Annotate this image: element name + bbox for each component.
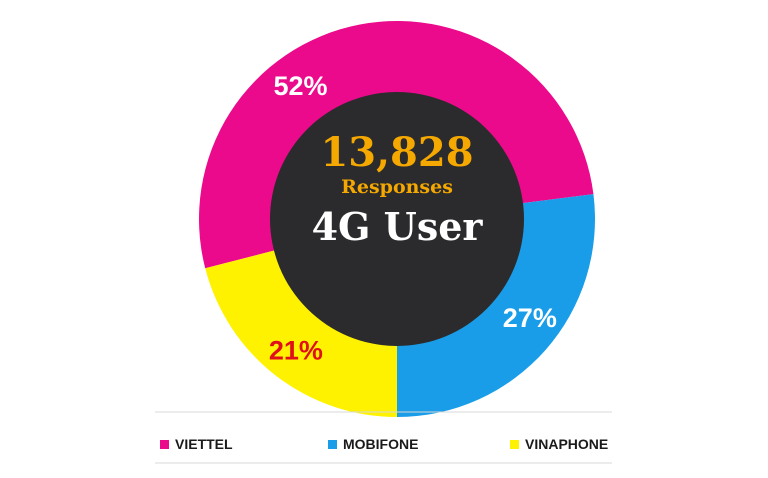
slice-label-mobifone: 27% — [503, 303, 557, 333]
slice-labels-group: 52% 27% 21% — [269, 71, 557, 365]
legend-label-vinaphone: VINAPHONE — [525, 436, 608, 452]
legend-label-mobifone: MOBIFONE — [343, 436, 418, 452]
legend-swatch-mobifone — [328, 440, 337, 449]
center-title: 4G User — [312, 204, 484, 249]
slice-label-viettel: 52% — [273, 71, 327, 101]
slice-label-vinaphone: 21% — [269, 335, 323, 365]
legend-label-viettel: VIETTEL — [175, 436, 233, 452]
legend-swatch-vinaphone — [510, 440, 519, 449]
legend-swatch-viettel — [160, 440, 169, 449]
center-circle — [270, 92, 524, 346]
legend: VIETTEL MOBIFONE VINAPHONE — [160, 436, 608, 452]
center-responses-label: Responses — [341, 176, 453, 198]
center-response-count: 13,828 — [320, 129, 473, 176]
